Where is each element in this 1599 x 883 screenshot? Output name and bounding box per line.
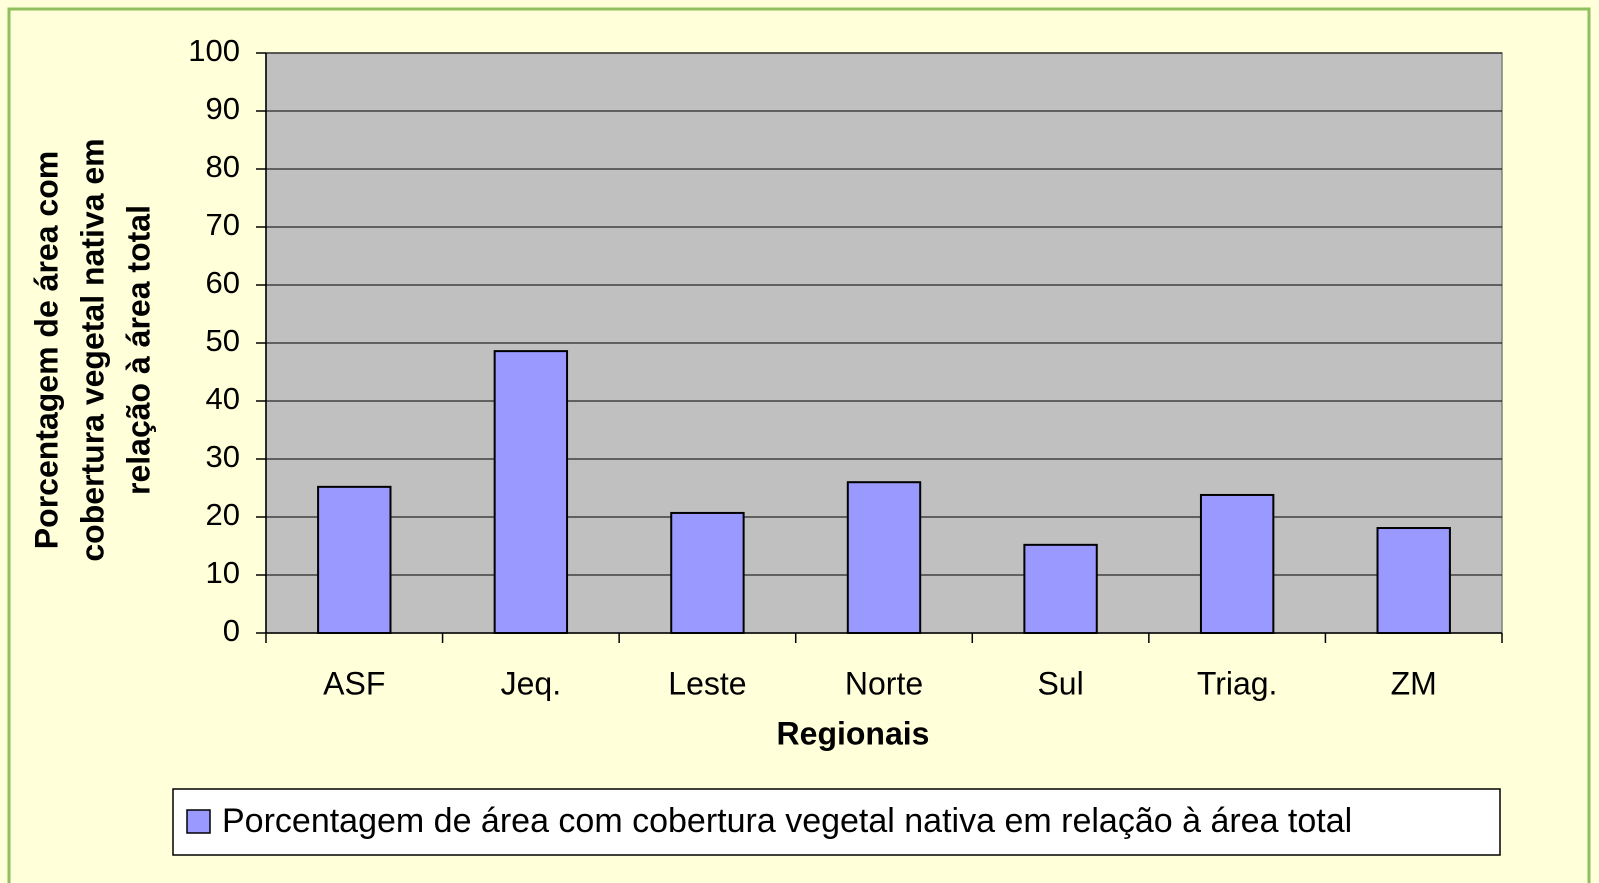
y-tick-label: 60	[206, 265, 240, 300]
x-tick-label: ASF	[323, 665, 385, 701]
x-tick-label: Jeq.	[501, 665, 561, 701]
x-tick-label: ZM	[1391, 665, 1437, 701]
y-tick-label: 10	[206, 555, 240, 590]
y-tick-label: 70	[206, 207, 240, 242]
x-tick-label: Triag.	[1197, 665, 1278, 701]
bar	[1199, 493, 1275, 634]
y-tick-label: 90	[206, 91, 240, 126]
y-tick-label: 80	[206, 149, 240, 184]
y-tick-label: 30	[206, 439, 240, 474]
y-tick-label: 20	[206, 497, 240, 532]
x-axis-title: Regionais	[777, 715, 930, 751]
y-tick-label: 50	[206, 323, 240, 358]
legend-swatch	[186, 809, 211, 834]
legend-box	[172, 788, 1501, 856]
y-axis-title: Porcentagem de área com cobertura vegeta…	[28, 138, 156, 561]
bar	[317, 485, 392, 634]
x-tick-label: Leste	[668, 665, 746, 701]
bar	[1023, 543, 1098, 635]
bar	[846, 481, 922, 635]
x-tick-label: Sul	[1037, 665, 1083, 701]
y-tick-label: 100	[188, 33, 240, 68]
x-tick-label: Norte	[845, 665, 923, 701]
bar	[670, 511, 745, 634]
y-tick-label: 0	[223, 613, 240, 648]
y-tick-label: 40	[206, 381, 240, 416]
legend-label: Porcentagem de área com cobertura vegeta…	[222, 802, 1352, 840]
y-axis-title-line: cobertura vegetal nativa em	[74, 138, 110, 561]
bar	[1376, 527, 1451, 635]
bar	[493, 350, 569, 634]
y-axis-title-line: Porcentagem de área com	[28, 151, 64, 549]
y-axis-title-line: relação à área total	[120, 205, 156, 495]
